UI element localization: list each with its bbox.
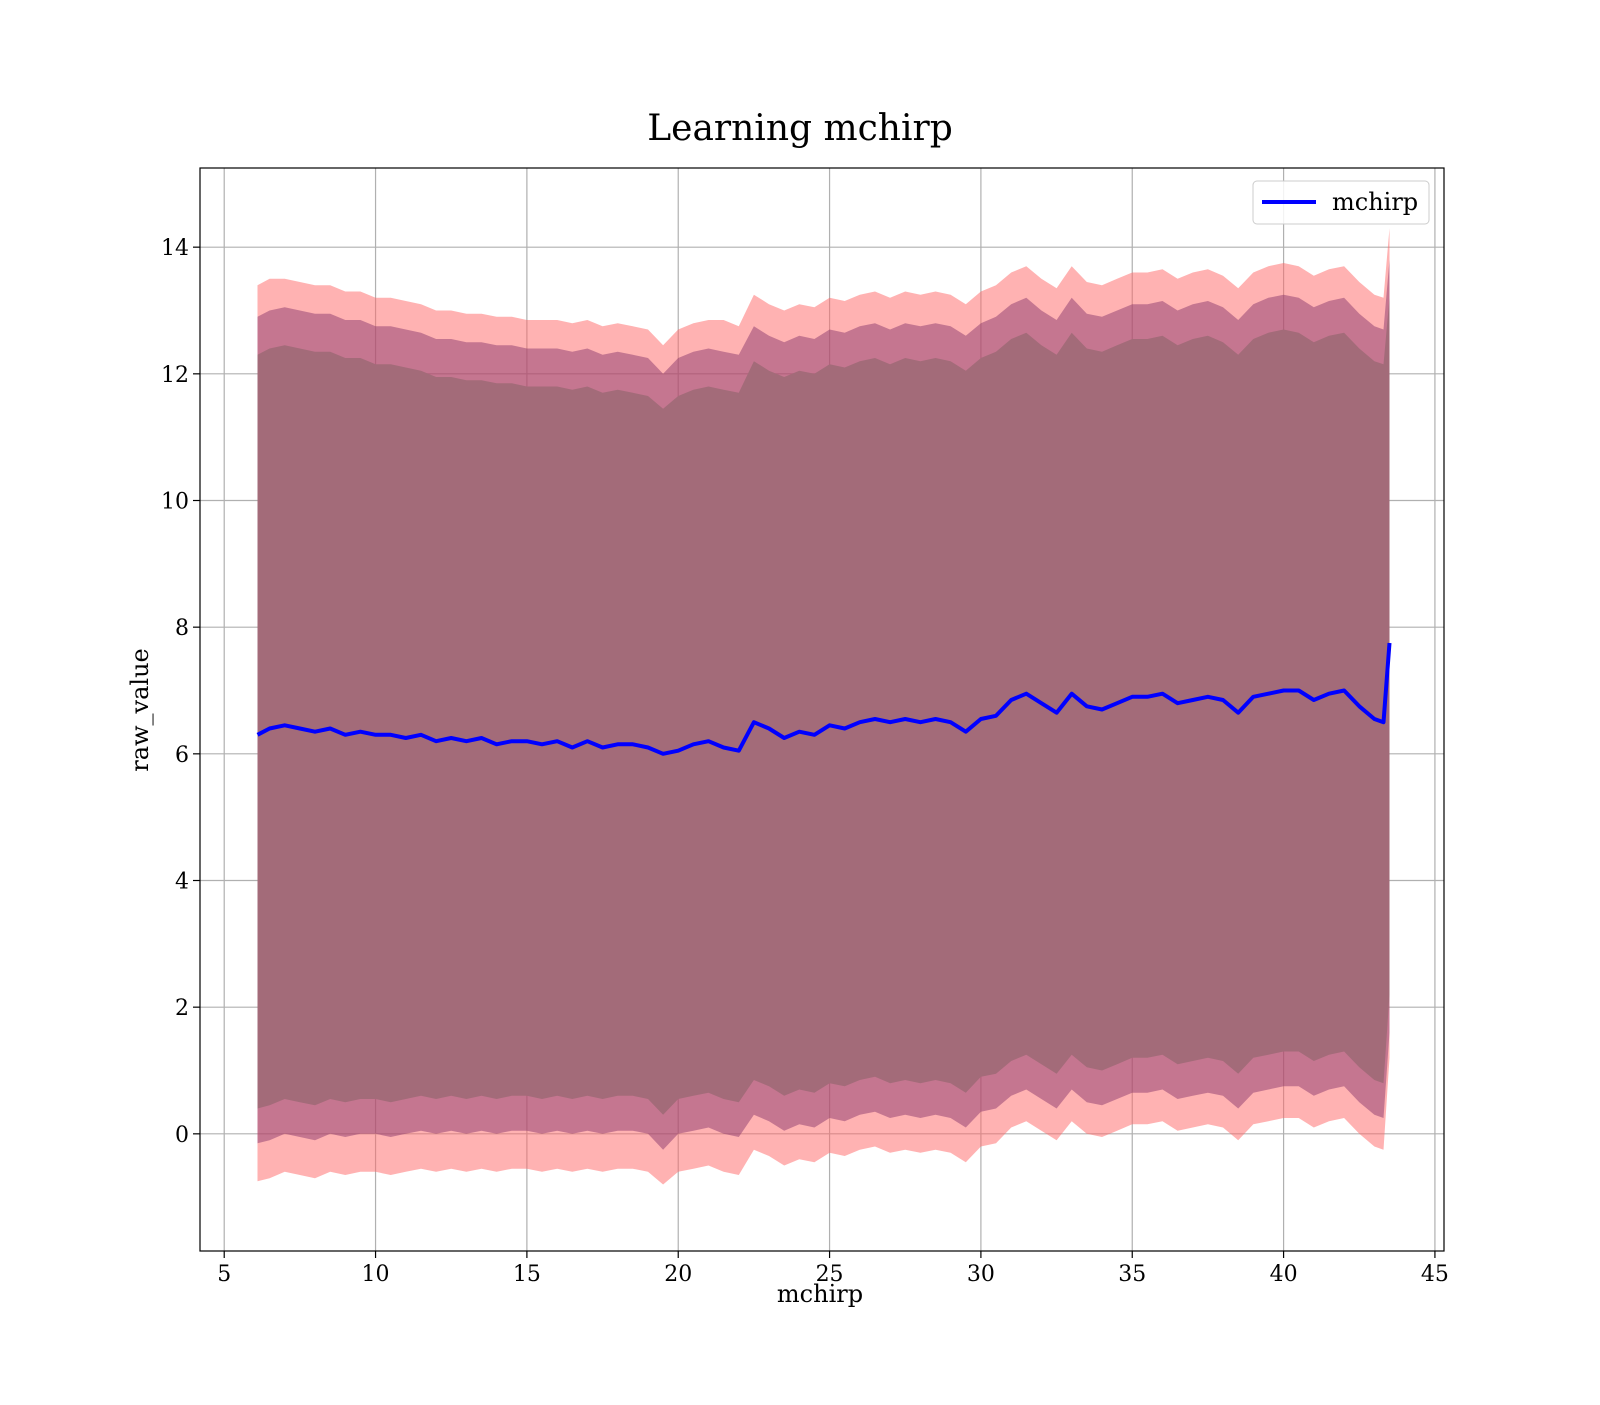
x-tick-label: 25 (816, 1262, 844, 1287)
legend: mchirp (1252, 180, 1430, 225)
x-tick-label: 20 (664, 1262, 692, 1287)
y-tick-label: 4 (175, 870, 189, 895)
x-axis-label: mchirp (777, 1280, 863, 1308)
ticks: 5 10 15 20 25 30 35 40 45 0 2 4 6 8 10 12 14 (161, 236, 1449, 1287)
plot-frame (199, 167, 1445, 1252)
y-tick-label: 6 (175, 743, 189, 768)
band-layer (257, 228, 1390, 1185)
uncertainty-band-3 (257, 297, 1390, 1115)
y-tick-label: 2 (175, 996, 189, 1021)
x-tick-label: 15 (513, 1262, 541, 1287)
x-tick-label: 35 (1118, 1262, 1146, 1287)
y-tick-label: 14 (161, 236, 189, 261)
legend-box (1252, 180, 1430, 225)
x-tick-label: 45 (1421, 1262, 1449, 1287)
y-tick-label: 12 (161, 363, 189, 388)
x-tick-label: 30 (967, 1262, 995, 1287)
x-tick-label: 5 (217, 1262, 231, 1287)
y-tick-label: 0 (175, 1123, 189, 1148)
legend-label-mchirp: mchirp (1332, 188, 1418, 216)
x-tick-label: 10 (362, 1262, 390, 1287)
series-line-mchirp (256, 642, 1392, 756)
y-tick-label: 10 (161, 490, 189, 515)
line-layer (256, 642, 1392, 756)
y-tick-label: 8 (175, 616, 189, 641)
y-axis-label: raw_value (126, 648, 154, 772)
x-tick-label: 40 (1270, 1262, 1298, 1287)
chart-title: Learning mchirp (647, 108, 953, 149)
axes (199, 167, 1445, 1252)
